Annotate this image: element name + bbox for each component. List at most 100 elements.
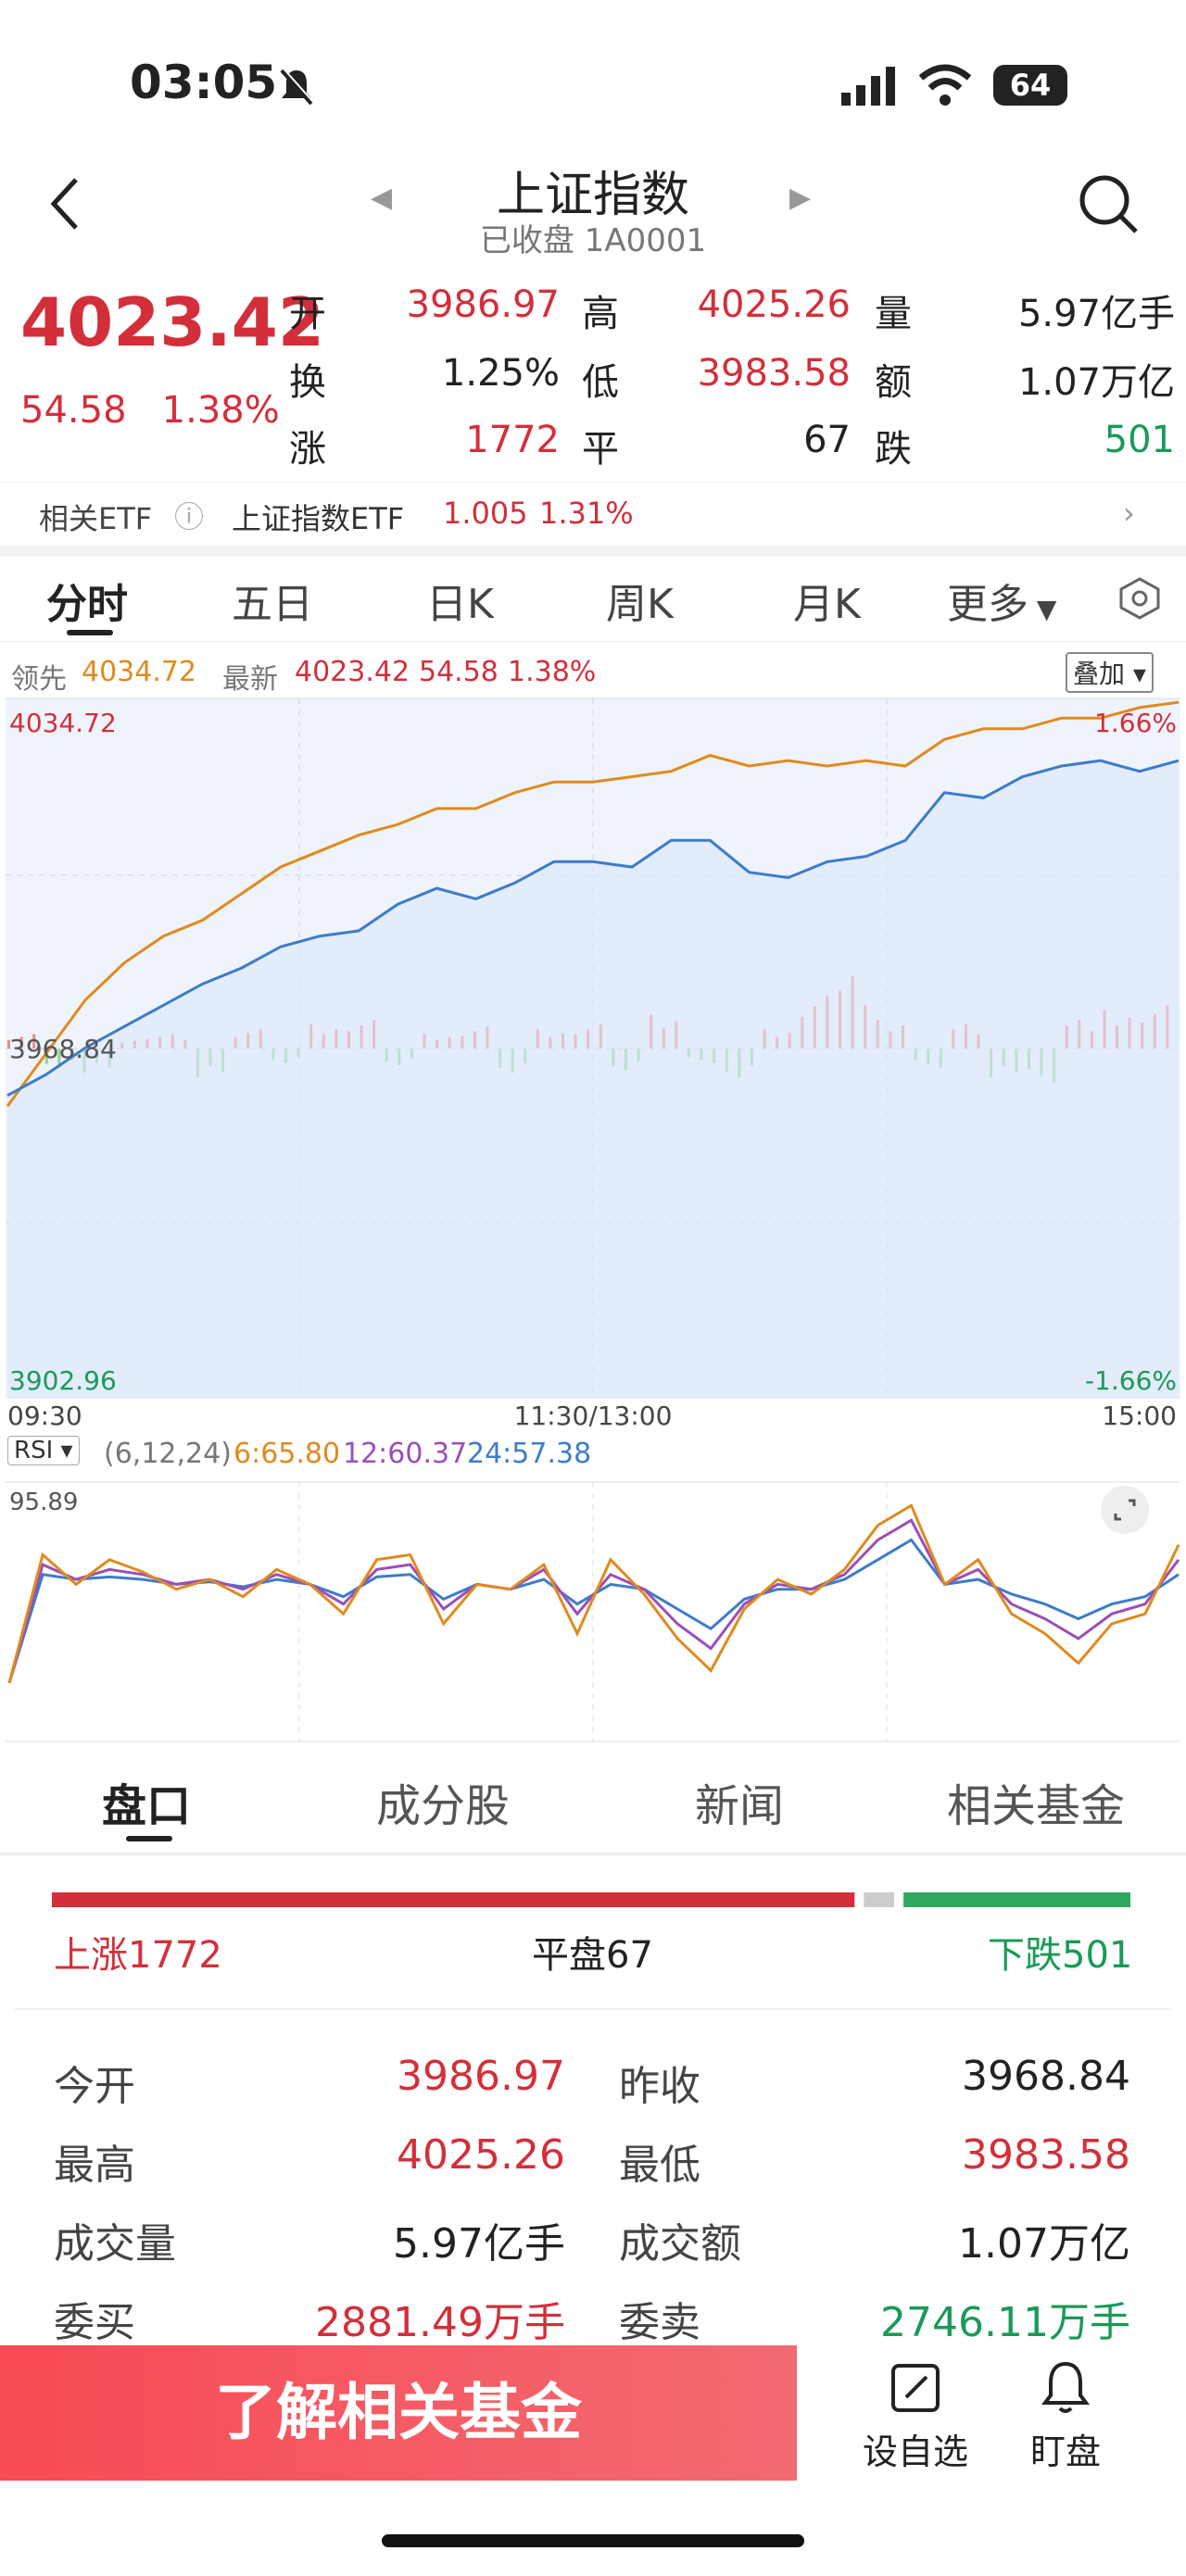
detail-value: 3983.58	[962, 2131, 1130, 2179]
info-icon[interactable]: ⓘ	[174, 499, 205, 534]
related-etf-bar[interactable]: 相关ETF ⓘ 上证指数ETF 1.005 1.31% ›	[0, 482, 1186, 557]
breadth-flat-label: 平盘67	[532, 1934, 653, 1977]
tab-five-day[interactable]: 五日	[232, 581, 313, 628]
price-change: 54.58 1.38%	[20, 389, 280, 432]
signal-icon	[841, 67, 895, 106]
stat-label: 量	[875, 293, 912, 335]
active-tab-indicator	[67, 630, 113, 635]
prev-index-icon[interactable]: ◀	[371, 182, 393, 214]
panel-tab-indicator	[126, 1836, 172, 1841]
wifi-icon	[918, 64, 972, 106]
tab-order-book[interactable]: 盘口	[102, 1780, 192, 1832]
breadth-up-label: 上涨1772	[54, 1934, 222, 1977]
rsi-top-label: 95.89	[9, 1489, 78, 1516]
change-value: 54.58	[20, 389, 127, 432]
indicator-selector[interactable]: RSI ▾	[7, 1436, 80, 1465]
stat-label: 换	[289, 361, 326, 404]
stat-label: 开	[289, 293, 326, 335]
tab-daily-k[interactable]: 日K	[426, 581, 494, 628]
lead-line	[6, 700, 1180, 1108]
x-axis-start-label: 09:30	[7, 1401, 82, 1426]
stat-value: 5.97亿手	[1017, 293, 1175, 335]
chart-tabs: 分时 五日 日K 周K 月K 更多 ▼	[0, 556, 1186, 642]
detail-value: 4025.26	[397, 2131, 565, 2179]
learn-funds-button[interactable]: 了解相关基金	[0, 2345, 797, 2481]
overlay-button[interactable]: 叠加 ▾	[1066, 652, 1154, 693]
detail-label: 昨收	[619, 2063, 700, 2110]
expand-icon	[1101, 1486, 1149, 1534]
divider	[15, 2008, 1171, 2010]
detail-label: 今开	[54, 2063, 135, 2110]
detail-label: 最高	[54, 2142, 135, 2189]
rsi-24: 24:57.38	[467, 1438, 592, 1470]
page-title: 上证指数	[496, 168, 689, 223]
stat-label: 涨	[289, 428, 326, 471]
volume-bar	[7, 1039, 10, 1049]
next-index-icon[interactable]: ▶	[789, 182, 812, 214]
volume-bar	[44, 1049, 48, 1064]
monitor-button[interactable]: 盯盘	[1001, 2360, 1130, 2472]
latest-value: 4023.42	[295, 656, 410, 688]
watchlist-label: 设自选	[862, 2431, 968, 2472]
lead-value: 4034.72	[82, 656, 197, 688]
volume-bar	[70, 1049, 73, 1061]
stat-label: 低	[582, 361, 619, 404]
x-axis-mid-label: 11:30/13:00	[514, 1401, 673, 1426]
panel-tabs: 盘口 成分股 新闻 相关基金	[0, 1751, 1186, 1855]
rsi-6: 6:65.80	[233, 1438, 341, 1470]
detail-value: 3986.97	[397, 2053, 565, 2100]
tab-related-funds[interactable]: 相关基金	[947, 1780, 1126, 1832]
rsi-chart[interactable]: 95.89	[0, 1473, 1186, 1751]
edit-icon	[891, 2364, 940, 2412]
detail-label: 最低	[619, 2142, 700, 2189]
rsi-12: 12:60.37	[343, 1438, 468, 1470]
change-percent: 1.38%	[161, 389, 280, 432]
breadth-flat-segment	[864, 1892, 895, 1907]
overlay-label: 叠加	[1073, 659, 1126, 689]
detail-value: 2881.49万手	[315, 2299, 565, 2346]
tab-intraday[interactable]: 分时	[46, 581, 128, 628]
detail-value: 2746.11万手	[880, 2299, 1130, 2346]
detail-label: 委卖	[619, 2299, 700, 2346]
tab-more-label: 更多	[947, 581, 1028, 628]
pct-top-label: 1.66%	[1094, 708, 1177, 738]
detail-value: 1.07万亿	[958, 2220, 1130, 2268]
status-bar: 03:05 64	[0, 0, 1186, 167]
back-icon[interactable]	[46, 176, 83, 242]
etf-label: 相关ETF	[39, 501, 153, 536]
detail-value: 3968.84	[962, 2053, 1130, 2100]
detail-label: 成交量	[54, 2220, 176, 2268]
tab-more[interactable]: 更多 ▼	[947, 581, 1057, 628]
page-subtitle: 已收盘 1A0001	[479, 222, 707, 259]
rsi-6-line	[7, 1503, 1180, 1684]
stat-value: 1.07万亿	[1017, 361, 1175, 404]
stat-value: 1772	[465, 419, 560, 461]
lead-label: 领先	[11, 663, 67, 696]
y-axis-top-label: 4034.72	[9, 708, 117, 738]
etf-pct: 1.31%	[539, 496, 634, 531]
add-watchlist-button[interactable]: 设自选	[851, 2360, 980, 2472]
tab-constituents[interactable]: 成分股	[376, 1780, 511, 1832]
status-time: 03:05	[130, 56, 278, 109]
pct-bottom-label: -1.66%	[1085, 1365, 1177, 1396]
volume-bar	[19, 1037, 23, 1049]
settings-hex-icon[interactable]	[1117, 576, 1162, 621]
volume-bar	[57, 1049, 61, 1068]
monitor-label: 盯盘	[1029, 2431, 1101, 2472]
volume-bar	[32, 1034, 36, 1049]
home-indicator	[382, 2534, 804, 2547]
tab-news[interactable]: 新闻	[695, 1780, 785, 1832]
search-icon[interactable]	[1075, 170, 1142, 237]
bell-icon	[1041, 2361, 1090, 2413]
stat-value: 3986.97	[406, 283, 560, 326]
battery-indicator: 64	[993, 65, 1067, 106]
x-axis-end-label: 15:00	[1102, 1401, 1177, 1426]
header: ◀ 上证指数 已收盘 1A0001 ▶	[0, 148, 1186, 269]
tab-weekly-k[interactable]: 周K	[606, 581, 674, 628]
breadth-up-segment	[52, 1892, 855, 1907]
tab-monthly-k[interactable]: 月K	[793, 581, 861, 628]
intraday-chart[interactable]: 4034.72 3968.84 3902.96 1.66% -1.66% 09:…	[0, 685, 1186, 1426]
rsi-info-bar: RSI ▾ (6,12,24) 6:65.80 12:60.37 24:57.3…	[0, 1426, 1186, 1482]
rsi-24-line	[7, 1538, 1180, 1684]
market-breadth-bar	[52, 1892, 1130, 1907]
